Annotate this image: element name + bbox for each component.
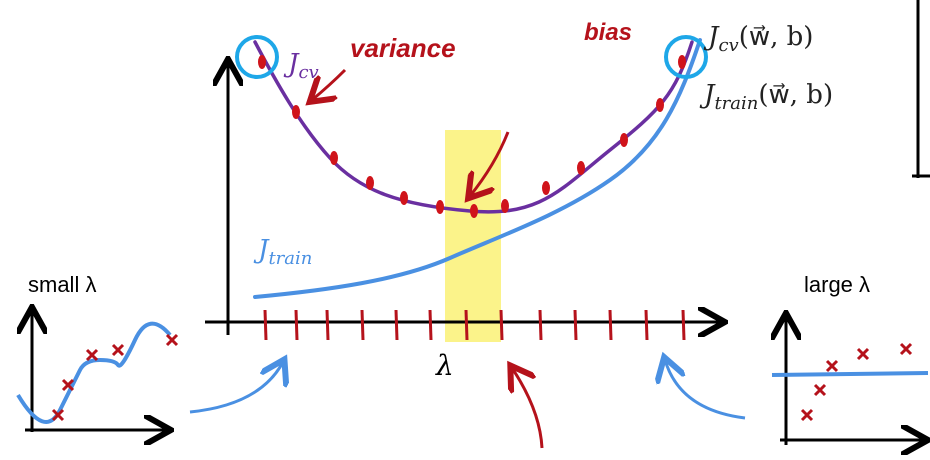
jtrain-short-label: Jtrain bbox=[253, 235, 312, 269]
data-point-x bbox=[856, 347, 870, 361]
lambda-tick bbox=[464, 309, 469, 341]
data-point-x bbox=[61, 378, 75, 392]
data-point-x bbox=[800, 408, 814, 422]
large-lambda-label: large λ bbox=[804, 272, 870, 297]
jcv-point bbox=[400, 191, 408, 205]
lambda-tick bbox=[499, 309, 504, 341]
lambda-tick bbox=[538, 309, 543, 341]
lambda-tick bbox=[325, 309, 330, 341]
jcv-point bbox=[542, 181, 550, 195]
small-lambda-highlight-circle bbox=[235, 35, 279, 79]
jcv-point bbox=[366, 176, 374, 190]
small-lambda-pointer-arrow-icon bbox=[189, 362, 283, 414]
lambda-tick bbox=[394, 309, 399, 341]
small-inset-points bbox=[51, 333, 179, 422]
data-point-x bbox=[813, 383, 827, 397]
jcv-point bbox=[656, 98, 664, 112]
lambda-tick bbox=[294, 309, 299, 341]
jcv-point bbox=[436, 200, 444, 214]
variance-label: variance bbox=[350, 33, 456, 63]
data-point-x bbox=[899, 342, 913, 356]
data-point-x bbox=[825, 359, 839, 373]
small-lambda-label: small λ bbox=[28, 272, 96, 297]
data-point-x bbox=[51, 408, 65, 422]
lambda-ticks bbox=[263, 309, 686, 341]
jcv-point bbox=[330, 151, 338, 165]
jcv-point bbox=[678, 55, 686, 69]
jcv-point bbox=[258, 55, 266, 69]
lambda-tick bbox=[644, 309, 649, 341]
lambda-tick bbox=[360, 309, 365, 341]
jcv-point bbox=[577, 161, 585, 175]
lambda-tick bbox=[681, 309, 686, 341]
optimum-arrow-icon bbox=[470, 131, 510, 196]
data-point-x bbox=[165, 333, 179, 347]
jcv-point bbox=[292, 105, 300, 119]
large-lambda-highlight-circle bbox=[664, 35, 708, 79]
jcv-point bbox=[501, 199, 509, 213]
lambda-tick bbox=[608, 309, 613, 341]
jcv-data-points bbox=[258, 55, 686, 218]
x-axis-label: λ bbox=[435, 349, 454, 382]
overfit-curve bbox=[16, 321, 172, 424]
jcv-full-label: Jcv(w⃗, b) bbox=[703, 22, 813, 56]
selected-lambda-arrow-icon bbox=[512, 368, 544, 449]
variance-arrow-icon bbox=[312, 68, 347, 100]
large-lambda-pointer-arrow-icon bbox=[665, 360, 746, 420]
data-point-x bbox=[111, 343, 125, 357]
lambda-tick bbox=[573, 309, 578, 341]
large-inset-points bbox=[800, 342, 913, 422]
lambda-tick bbox=[263, 309, 268, 341]
jcv-short-label: Jcv bbox=[283, 49, 319, 83]
jcv-point bbox=[620, 133, 628, 147]
bias-label: bias bbox=[584, 19, 632, 46]
data-point-x bbox=[85, 348, 99, 362]
underfit-line bbox=[771, 371, 929, 377]
lambda-tick bbox=[428, 309, 433, 341]
jcv-point bbox=[470, 204, 478, 218]
jtrain-full-label: Jtrain(w⃗, b) bbox=[699, 80, 833, 114]
jtrain-curve bbox=[253, 38, 702, 299]
